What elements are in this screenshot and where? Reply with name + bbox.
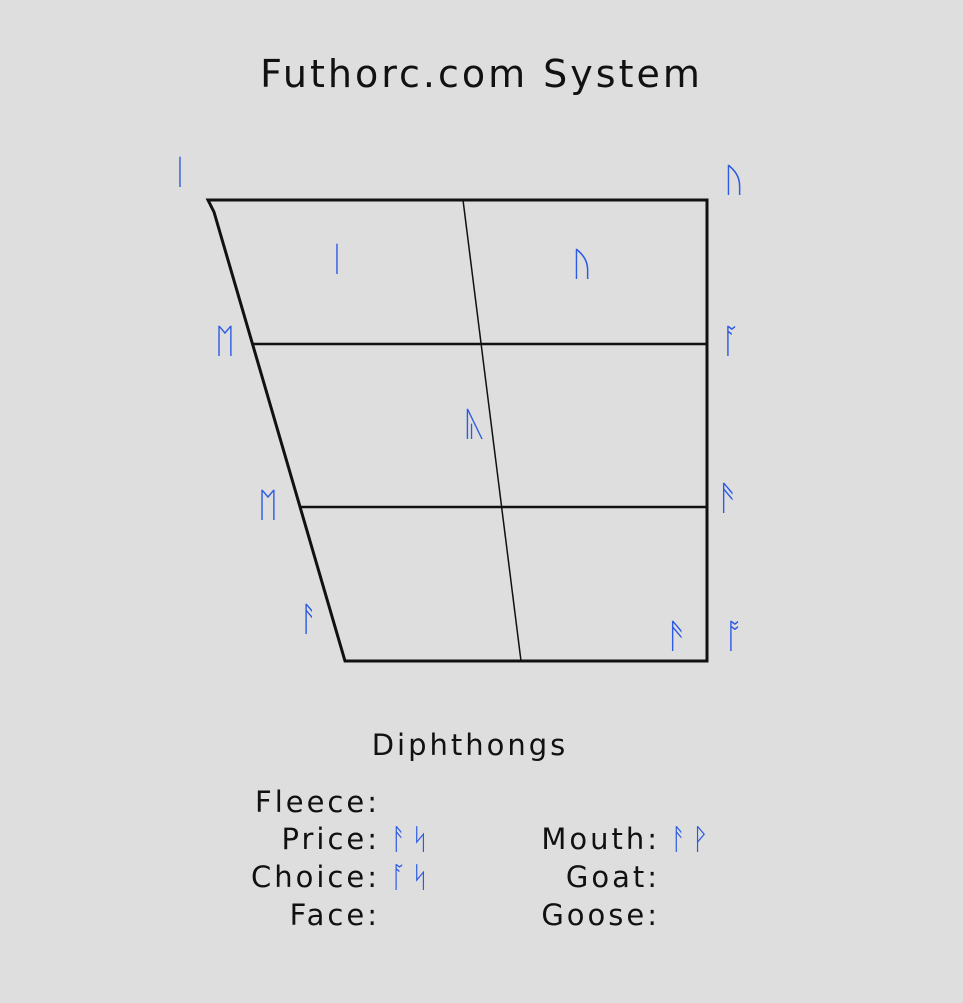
diphthong-face: Face: — [0, 897, 390, 933]
rune-mid-left: ᛖ — [215, 322, 235, 362]
rune-lowmid-right: ᚫ — [718, 479, 738, 519]
diphthong-label: Goose: — [541, 898, 660, 932]
diphthong-price: Price: ᚨᛋ — [0, 821, 433, 857]
diphthong-mouth: Mouth: ᚨᚹ — [0, 821, 713, 857]
diphthong-label: Fleece: — [255, 785, 380, 819]
diphthong-label: Mouth: — [541, 822, 660, 856]
diphthongs-heading: Diphthongs — [371, 728, 569, 762]
rune-near-close-front: ᛁ — [327, 240, 347, 280]
diphthong-label: Price: — [281, 822, 380, 856]
diphthong-fleece: Fleece: — [0, 784, 390, 820]
rune-bottom-center-right: ᚫ — [667, 617, 687, 657]
rune-central: ᚣ — [465, 405, 485, 445]
diphthong-label: Face: — [289, 898, 380, 932]
rune-top-left: ᛁ — [170, 153, 190, 193]
rune-bottom-right: ᚩ — [724, 617, 744, 657]
rune-lowmid-left: ᛖ — [258, 486, 278, 526]
diphthong-runes: ᚨᚹ — [670, 822, 713, 856]
rune-bottom-left: ᚨ — [299, 600, 319, 640]
diphthong-goose: Goose: — [0, 897, 670, 933]
diphthong-runes: ᚨᛋ — [390, 822, 433, 856]
rune-mid-right: ᚪ — [721, 322, 741, 362]
page-title: Futhorc.com System — [260, 52, 703, 96]
diphthong-label: Goat: — [565, 860, 660, 894]
vowel-chart-outline — [205, 198, 709, 663]
diphthong-choice: Choice: ᚪᛋ — [0, 859, 433, 895]
diphthong-runes: ᚪᛋ — [390, 860, 433, 894]
rune-near-close-back: ᚢ — [572, 245, 592, 285]
diphthong-label: Choice: — [251, 860, 380, 894]
rune-top-right: ᚢ — [724, 161, 744, 201]
central-divider-line — [462, 199, 522, 662]
diphthong-goat: Goat: — [0, 859, 670, 895]
